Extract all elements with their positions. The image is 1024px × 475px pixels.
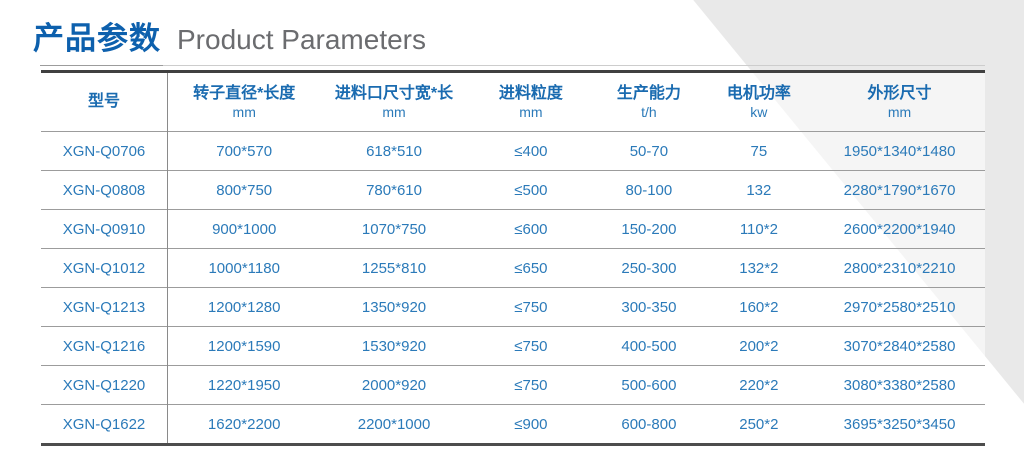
cell-inlet-size: 2000*920 [320, 365, 468, 405]
cell-rotor-size: 1620*2200 [167, 404, 321, 443]
column-header-model: 型号 [41, 73, 168, 132]
cell-capacity: 400-500 [594, 326, 704, 366]
cell-inlet-size: 2200*1000 [320, 404, 468, 443]
table-row: XGN-Q1220 1220*1950 2000*920 ≤750 500-60… [41, 365, 985, 405]
cell-dimensions: 2280*1790*1670 [814, 170, 985, 210]
cell-feed-size: ≤750 [467, 365, 595, 405]
cell-dimensions: 2970*2580*2510 [814, 287, 985, 327]
table-row: XGN-Q1012 1000*1180 1255*810 ≤650 250-30… [41, 248, 985, 288]
table-row: XGN-Q1622 1620*2200 2200*1000 ≤900 600-8… [41, 404, 985, 443]
cell-dimensions: 3070*2840*2580 [814, 326, 985, 366]
cell-rotor-size: 700*570 [167, 131, 321, 171]
table-row: XGN-Q0808 800*750 780*610 ≤500 80-100 13… [41, 170, 985, 210]
parameters-table-wrap: 型号 转子直径*长度 mm 进料口尺寸宽*长 mm 进料粒度 mm [41, 70, 985, 446]
cell-rotor-size: 1200*1590 [167, 326, 321, 366]
cell-model: XGN-Q0910 [41, 209, 168, 249]
table-header-row: 型号 转子直径*长度 mm 进料口尺寸宽*长 mm 进料粒度 mm [41, 73, 985, 132]
cell-motor-power: 110*2 [703, 209, 815, 249]
cell-inlet-size: 618*510 [320, 131, 468, 171]
cell-model: XGN-Q1220 [41, 365, 168, 405]
cell-feed-size: ≤750 [467, 287, 595, 327]
cell-model: XGN-Q0706 [41, 131, 168, 171]
column-header-rotor-size: 转子直径*长度 mm [167, 73, 320, 132]
cell-inlet-size: 1350*920 [320, 287, 468, 327]
cell-feed-size: ≤600 [467, 209, 595, 249]
column-header-dimensions: 外形尺寸 mm [814, 73, 985, 132]
cell-capacity: 300-350 [594, 287, 704, 327]
cell-dimensions: 3695*3250*3450 [814, 404, 985, 443]
cell-inlet-size: 1255*810 [320, 248, 468, 288]
cell-dimensions: 2800*2310*2210 [814, 248, 985, 288]
table-row: XGN-Q0910 900*1000 1070*750 ≤600 150-200… [41, 209, 985, 249]
table-row: XGN-Q1216 1200*1590 1530*920 ≤750 400-50… [41, 326, 985, 366]
cell-motor-power: 220*2 [703, 365, 815, 405]
cell-feed-size: ≤500 [467, 170, 595, 210]
column-unit: kw [750, 103, 768, 120]
column-header-capacity: 生产能力 t/h [594, 73, 704, 132]
column-header-feed-size: 进料粒度 mm [468, 73, 594, 132]
cell-feed-size: ≤750 [467, 326, 595, 366]
column-label: 进料口尺寸宽*长 [334, 84, 454, 102]
page-title-chinese: 产品参数 [33, 21, 161, 56]
cell-model: XGN-Q1012 [41, 248, 168, 288]
cell-feed-size: ≤900 [467, 404, 595, 443]
column-unit: mm [232, 103, 256, 120]
cell-feed-size: ≤650 [467, 248, 595, 288]
cell-rotor-size: 800*750 [167, 170, 321, 210]
cell-model: XGN-Q1213 [41, 287, 168, 327]
table-row: XGN-Q1213 1200*1280 1350*920 ≤750 300-35… [41, 287, 985, 327]
column-label: 生产能力 [616, 84, 681, 102]
column-label: 进料粒度 [498, 84, 563, 102]
cell-dimensions: 2600*2200*1940 [814, 209, 985, 249]
column-label: 型号 [87, 93, 120, 110]
page-title-english: Product Parameters [177, 24, 426, 55]
cell-capacity: 600-800 [594, 404, 704, 443]
cell-capacity: 500-600 [594, 365, 704, 405]
parameters-table: 型号 转子直径*长度 mm 进料口尺寸宽*长 mm 进料粒度 mm [41, 73, 985, 443]
cell-model: XGN-Q1622 [41, 404, 168, 443]
cell-inlet-size: 1070*750 [320, 209, 468, 249]
column-header-inlet-size: 进料口尺寸宽*长 mm [320, 73, 467, 132]
cell-capacity: 150-200 [594, 209, 704, 249]
cell-motor-power: 200*2 [703, 326, 815, 366]
cell-rotor-size: 1220*1950 [167, 365, 321, 405]
cell-rotor-size: 900*1000 [167, 209, 321, 249]
cell-capacity: 250-300 [594, 248, 704, 288]
cell-motor-power: 75 [703, 131, 815, 171]
cell-feed-size: ≤400 [467, 131, 595, 171]
cell-rotor-size: 1200*1280 [167, 287, 321, 327]
table-row: XGN-Q0706 700*570 618*510 ≤400 50-70 75 … [41, 131, 985, 171]
cell-dimensions: 1950*1340*1480 [814, 131, 985, 171]
title-underline-accent [40, 65, 163, 66]
column-label: 外形尺寸 [867, 84, 932, 102]
cell-capacity: 80-100 [594, 170, 704, 210]
column-unit: t/h [641, 103, 657, 120]
cell-motor-power: 132*2 [703, 248, 815, 288]
column-label: 转子直径*长度 [193, 84, 296, 102]
cell-motor-power: 132 [703, 170, 815, 210]
cell-model: XGN-Q0808 [41, 170, 168, 210]
cell-dimensions: 3080*3380*2580 [814, 365, 985, 405]
cell-inlet-size: 780*610 [320, 170, 468, 210]
column-unit: mm [887, 103, 912, 120]
cell-capacity: 50-70 [594, 131, 704, 171]
cell-motor-power: 250*2 [703, 404, 815, 443]
column-unit: mm [519, 103, 543, 120]
section-header: 产品参数 Product Parameters [33, 13, 426, 58]
column-header-motor-power: 电机功率 kw [704, 73, 814, 132]
cell-rotor-size: 1000*1180 [167, 248, 321, 288]
cell-motor-power: 160*2 [703, 287, 815, 327]
cell-inlet-size: 1530*920 [320, 326, 468, 366]
column-label: 电机功率 [726, 84, 791, 102]
title-underline [40, 65, 985, 66]
cell-model: XGN-Q1216 [41, 326, 168, 366]
column-unit: mm [382, 103, 406, 120]
